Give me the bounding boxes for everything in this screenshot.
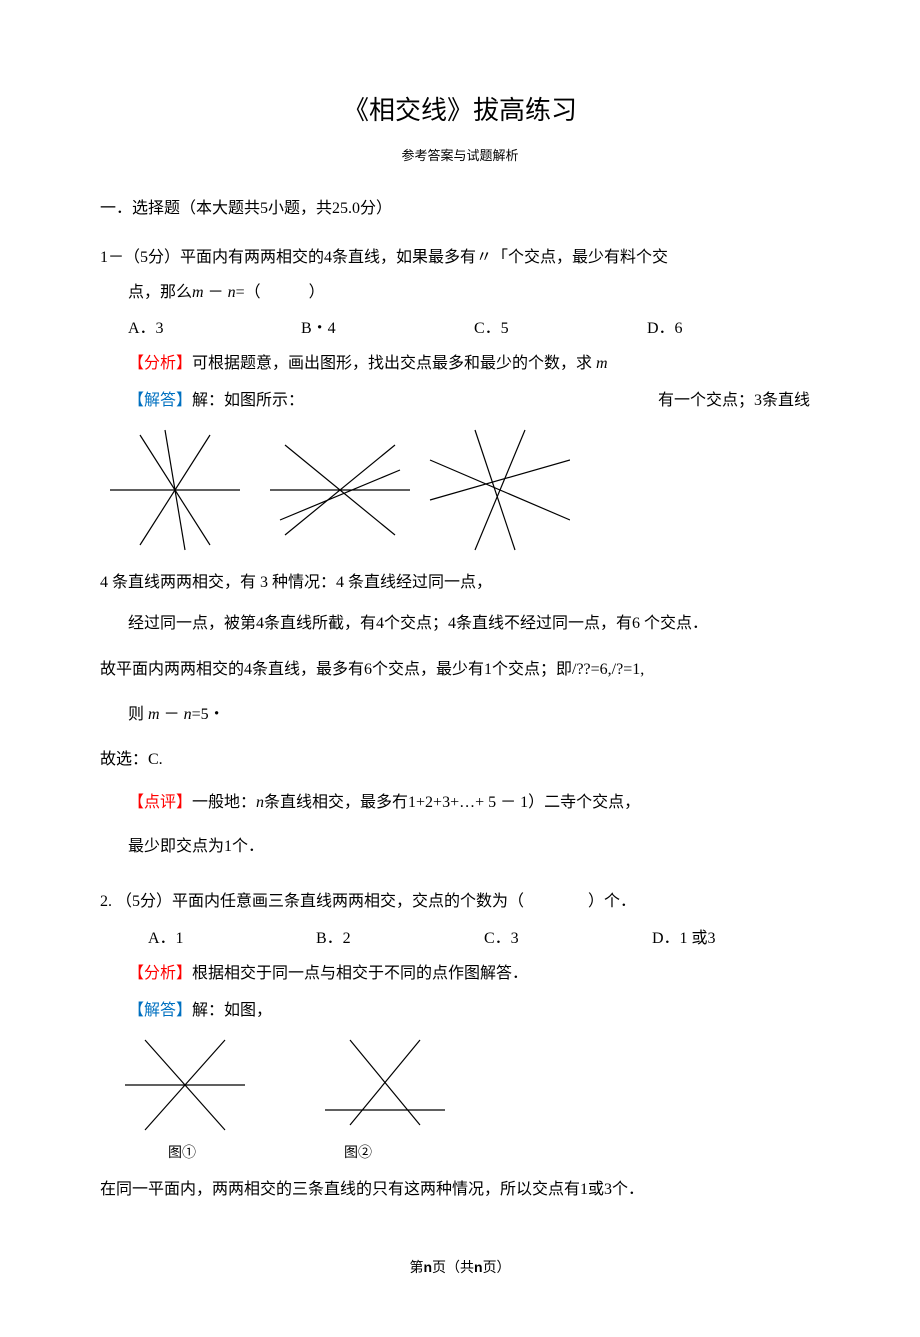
q2-stem: 2. （5分）平面内任意画三条直线两两相交，交点的个数为（ ）个． [100,884,820,919]
q2-options: A．1 B．2 C．3 D．1 或3 [100,924,820,948]
section-heading: 一．选择题（本大题共5小题，共25.0分） [100,194,820,218]
q1-opt-a: A．3 [128,314,301,338]
analysis-text: 可根据题意，画出图形，找出交点最多和最少的个数，求 [192,355,592,372]
q2-opt-d: D．1 或3 [652,924,820,948]
page-subtitle: 参考答案与试题解析 [100,145,820,164]
q2-line1: 在同一平面内，两两相交的三条直线的只有这两种情况，所以交点有1或3个． [100,1172,820,1207]
q1-opt-c: C．5 [474,314,647,338]
q1-review: 【点评】一般地：n条直线相交，最多冇1+2+3+…+ 5 － 1）二寺个交点， [100,787,820,819]
q1-review2: 最少即交点为1个． [100,829,820,864]
page-title: 《相交线》拔高练习 [100,90,820,127]
page-footer: 第n页（共n页） [100,1257,820,1277]
q1-caption: 4 条直线两两相交，有 3 种情况：4 条直线经过同一点， [100,568,820,592]
q1-stem: 1－（5分）平面内有两两相交的4条直线，如果最多有〃「个交点，最少有料个交 [100,240,820,275]
q1-line2: 故平面内两两相交的4条直线，最多有6个交点，最少有1个交点；即/??=6,/?=… [100,652,820,687]
fig2-label: 图② [344,1142,372,1162]
q1-analysis: 【分析】可根据题意，画出图形，找出交点最多和最少的个数，求 m [100,348,820,380]
analysis-label: 【分析】 [128,355,192,372]
analysis-tail: m [596,355,608,372]
q1-line4: 故选：C. [100,742,820,777]
question-2: 2. （5分）平面内任意画三条直线两两相交，交点的个数为（ ）个． A．1 B．… [100,884,820,1206]
q2-opt-c: C．3 [484,924,652,948]
q1-options: A．3 B・4 C．5 D．6 [100,314,820,338]
q2-diagram: 图① 图② [120,1030,820,1162]
q1-stem-cont: 点，那么m － n=（ ） [100,275,820,310]
q1-side-text: 有一个交点；3条直线 [658,386,820,410]
q1-line3: 则 m － n=5・ [100,697,820,732]
q1-opt-d: D．6 [647,314,820,338]
q2-opt-a: A．1 [148,924,316,948]
q2-opt-b: B．2 [316,924,484,948]
q1-diagram [100,420,820,560]
q1-answer-label: 【解答】解：如图所示： [100,386,304,410]
q1-opt-b: B・4 [301,314,474,338]
question-1: 1－（5分）平面内有两两相交的4条直线，如果最多有〃「个交点，最少有料个交 点，… [100,240,820,864]
q2-analysis: 【分析】根据相交于同一点与相交于不同的点作图解答． [100,958,820,990]
fig1-label: 图① [168,1142,196,1162]
q2-fig-labels: 图① 图② [120,1142,820,1162]
q2-answer-label: 【解答】解：如图， [100,996,272,1020]
q1-line1: 经过同一点，被第4条直线所截，有4个交点；4条直线不经过同一点，有6 个交点． [100,606,820,641]
